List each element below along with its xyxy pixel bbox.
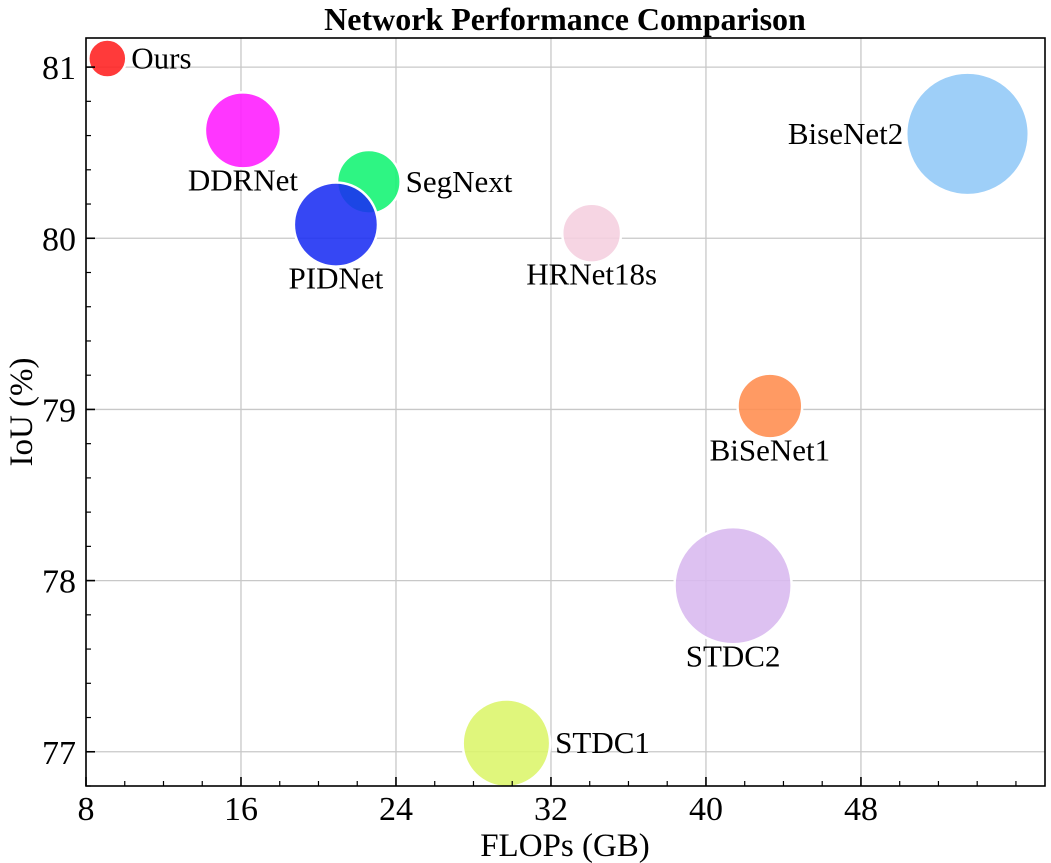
bubble-bisenet1 [736,372,804,440]
point-labels: Ours DDRNet SegNext PIDNet HRNet18s BiseNet2 B… [131,41,903,761]
x-tick-label: 32 [534,791,568,828]
point-label-hrnet18s: HRNet18s [526,257,657,292]
x-tick-label: 48 [844,791,878,828]
point-label-bisenet2: BiseNet2 [788,116,903,151]
point-label-pidnet: PIDNet [289,261,384,296]
axis-ticks [85,66,1017,787]
y-tick-label: 81 [42,50,76,87]
bubble-bisenet2 [904,71,1031,197]
point-label-ours: Ours [131,41,191,76]
y-axis-label: IoU (%) [4,357,40,466]
bubble-ddrnet [203,91,283,170]
bubble-stdc2 [673,525,793,646]
x-axis-label: FLOPs (GB) [480,828,650,863]
y-tick-label: 78 [42,564,76,601]
bubble-ours [87,38,128,79]
bubble-pidnet [292,181,380,268]
chart-title: Network Performance Comparison [324,1,806,37]
bubbles [87,38,1031,789]
point-label-stdc2: STDC2 [686,638,781,673]
y-tick-label: 80 [42,221,76,258]
point-label-ddrnet: DDRNet [188,162,299,197]
point-label-stdc1: STDC1 [555,725,650,760]
tick-labels: 8 16 24 32 40 48 77 78 79 80 81 [42,50,878,828]
bubble-stdc1 [461,698,552,789]
point-label-segnext: SegNext [406,164,513,199]
plot-frame [85,37,1046,787]
point-label-bisenet1: BiSeNet1 [710,432,831,467]
x-tick-label: 16 [224,791,258,828]
bubble-hrnet18s [560,202,623,264]
x-tick-label: 40 [689,791,723,828]
x-tick-label: 24 [379,791,413,828]
y-tick-label: 77 [42,735,76,772]
y-tick-label: 79 [42,392,76,429]
x-tick-label: 8 [78,791,95,828]
